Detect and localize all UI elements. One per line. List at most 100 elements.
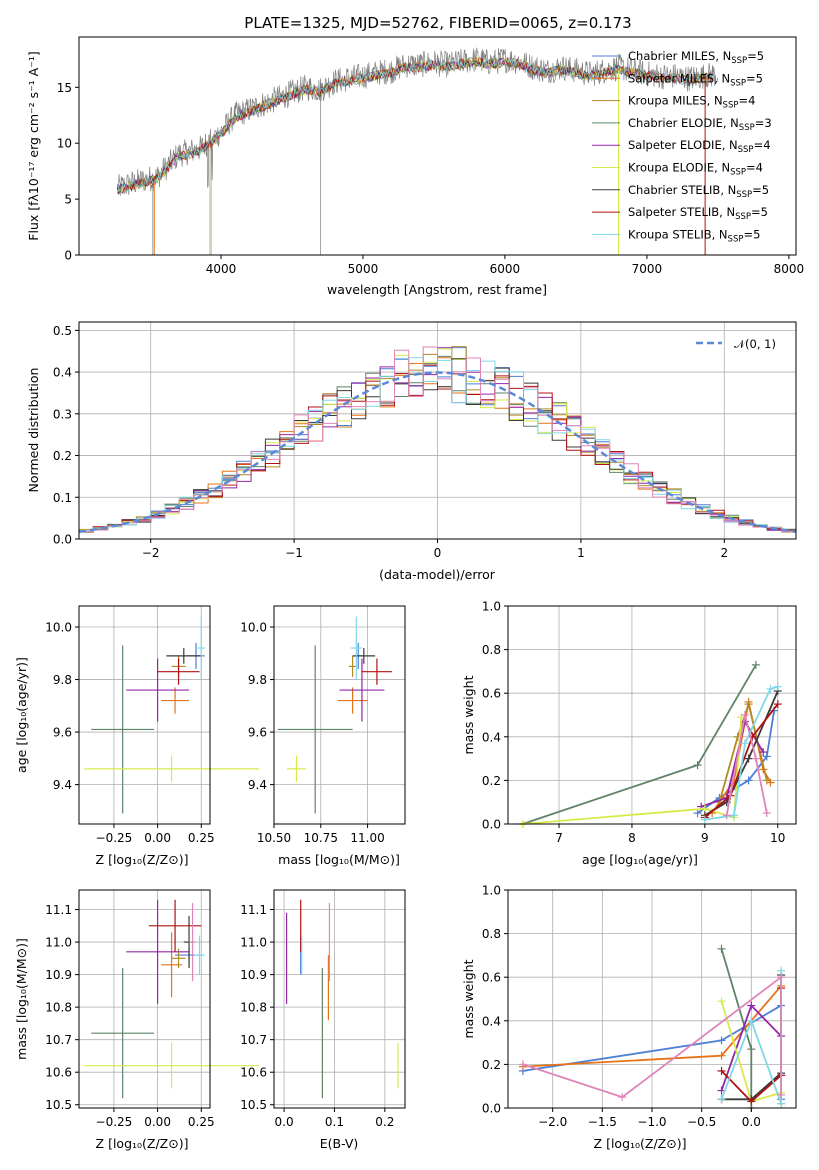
legend-label-main: Kroupa STELIB, N: [628, 227, 728, 241]
model-spectrum-line: [116, 57, 712, 195]
x-tick-label: 8000: [774, 262, 805, 276]
y-tick-label: 0.5: [53, 324, 72, 338]
spectrum-plot-frame: [78, 36, 797, 256]
mass-weight-line: [725, 714, 768, 816]
weight-vs-metallicity-ticks: −2.0 −1.5 −1.0 −0.5 0.0 0.0 0.2 0.4 0.6 0.8 1.0: [482, 884, 761, 1130]
normal-distribution-curve: [78, 371, 797, 533]
y-tick-label: 0.6: [482, 971, 501, 985]
legend-label-subscript: SSP: [738, 145, 754, 155]
residuals-y-axis-label: Normed distribution: [26, 368, 41, 493]
model-spectrum-line: [116, 58, 712, 194]
legend-label-main: Salpeter MILES, N: [628, 71, 730, 85]
x-tick-label: 7: [555, 831, 563, 845]
y-tick-label: 10.9: [240, 968, 267, 982]
y-tick-label: 0.4: [53, 366, 72, 380]
spectrum-lines: [116, 47, 718, 255]
y-tick-label: 11.0: [240, 936, 267, 950]
residuals-ticks: −2 −1 0 1 2 0.0 0.1 0.2 0.3 0.4 0.5: [53, 324, 728, 560]
legend-label-tail: =5: [747, 49, 764, 63]
legend-label-subscript: SSP: [739, 123, 755, 133]
age-vs-metallicity-points: [84, 616, 259, 814]
model-spectrum-line: [117, 56, 712, 194]
legend-label-tail: =4: [738, 94, 755, 108]
age-vs-metallicity-ticks: −0.25 0.00 0.25 9.4 9.6 9.8 10.0: [45, 621, 214, 845]
x-tick-label: 0.00: [144, 831, 171, 845]
mass-vs-extinction-points: [285, 899, 399, 1099]
age-vs-metallicity-panel: −0.25 0.00 0.25 9.4 9.6 9.8 10.0 Z [log₁₀(Z/Z⊙…: [14, 605, 259, 867]
y-tick-label: 10.0: [240, 621, 267, 635]
legend-label: Kroupa STELIB, NSSP=5: [628, 227, 760, 244]
weight-vs-age-ticks: 7 8 9 10 0.0 0.2 0.4 0.6 0.8 1.0: [482, 600, 786, 846]
x-tick-label: 6000: [490, 262, 521, 276]
age-vs-metallicity-frame: [78, 605, 211, 825]
legend-label-subscript: SSP: [735, 212, 751, 222]
residuals-panel: −2 −1 0 1 2 0.0 0.1 0.2 0.3 0.4 0.5 (data-model)/e…: [26, 321, 797, 582]
spectrum-x-axis-label: wavelength [Angstrom, rest frame]: [327, 282, 547, 297]
y-tick-label: 10.6: [240, 1066, 267, 1080]
y-tick-label: 0.1: [53, 491, 72, 505]
y-tick-label: 0.2: [482, 1058, 501, 1072]
x-tick-label: 0.25: [188, 831, 215, 845]
x-tick-label: −2: [142, 546, 160, 560]
x-tick-label: 1: [577, 546, 585, 560]
y-tick-label: 11.1: [240, 903, 267, 917]
legend-label-subscript: SSP: [730, 168, 746, 178]
x-tick-label: 0.2: [375, 1115, 394, 1129]
legend-label-main: Kroupa ELODIE, N: [628, 161, 730, 175]
y-tick-label: 10.6: [45, 1066, 72, 1080]
legend-label-subscript: SSP: [731, 56, 747, 66]
y-tick-label: 10.5: [240, 1098, 267, 1112]
spectrum-ticks: 4000 5000 6000 7000 8000 0 5 10 15: [57, 81, 804, 276]
x-tick-label: −1: [285, 546, 303, 560]
legend-label-tail: =5: [743, 227, 760, 241]
legend-label-tail: =3: [755, 116, 772, 130]
y-tick-label: 10.5: [45, 1098, 72, 1112]
residuals-legend: 𝒩(0, 1): [696, 337, 776, 351]
model-spectrum-line: [117, 57, 712, 195]
x-tick-label: −0.25: [96, 831, 133, 845]
legend-label: Chabrier ELODIE, NSSP=3: [628, 116, 772, 133]
y-tick-label: 15: [57, 81, 72, 95]
legend-label-tail: =4: [754, 138, 771, 152]
mass-vs-extinction-ticks: 0.0 0.1 0.2 10.5 10.6 10.7 10.8 10.9 11.0 11.1: [240, 903, 394, 1129]
mass-vs-extinction-gridlines: [274, 890, 405, 1108]
x-tick-label: 0.1: [325, 1115, 344, 1129]
legend-label-subscript: SSP: [736, 190, 752, 200]
mass-vs-metallicity-panel: −0.25 0.00 0.25 10.5 10.6 10.7 10.8 10.9 11.0 11.…: [14, 889, 259, 1151]
x-tick-label: 5000: [348, 262, 379, 276]
weight-vs-metallicity-panel: −2.0 −1.5 −1.0 −0.5 0.0 0.0 0.2 0.4 0.6 0.8 1.0 Z …: [461, 884, 797, 1151]
weight-vs-age-frame: [507, 605, 797, 825]
age-vs-metallicity-gridlines: [79, 606, 210, 824]
y-tick-label: 9.4: [53, 778, 72, 792]
y-tick-label: 10.8: [45, 1001, 72, 1015]
mass-vs-extinction-frame: [273, 889, 406, 1109]
age-vs-mass-points: [277, 616, 392, 814]
x-tick-label: 0: [434, 546, 442, 560]
y-tick-label: 9.4: [248, 778, 267, 792]
mass-vs-metallicity-x-label: Z [log₁₀(Z/Z⊙)]: [96, 1136, 189, 1151]
legend-label-tail: =5: [752, 183, 769, 197]
legend-label: Chabrier MILES, NSSP=5: [628, 49, 764, 66]
weight-vs-age-gridlines: [508, 605, 796, 825]
y-tick-label: 0.8: [482, 927, 501, 941]
legend-label: Kroupa MILES, NSSP=4: [628, 94, 755, 111]
legend-label: Salpeter STELIB, NSSP=5: [628, 205, 768, 222]
legend-label: Salpeter MILES, NSSP=5: [628, 71, 763, 88]
model-spectrum-line: [116, 57, 712, 192]
y-tick-label: 10.7: [45, 1033, 72, 1047]
spectrum-y-axis-label: Flux [fλ10⁻¹⁷ erg cm⁻² s⁻¹ A⁻¹]: [26, 51, 41, 240]
legend-label-main: Chabrier ELODIE, N: [628, 116, 739, 130]
y-tick-label: 11.0: [45, 936, 72, 950]
mass-vs-metallicity-gridlines: [79, 890, 210, 1108]
y-tick-label: 0.4: [482, 730, 501, 744]
x-tick-label: 2: [720, 546, 728, 560]
legend-label-tail: =5: [751, 205, 768, 219]
x-tick-label: 10.50: [257, 831, 291, 845]
y-tick-label: 9.8: [53, 673, 72, 687]
y-tick-label: 1.0: [482, 884, 501, 898]
y-tick-label: 10.9: [45, 968, 72, 982]
x-tick-label: −1.0: [637, 1115, 666, 1129]
mass-vs-metallicity-ticks: −0.25 0.00 0.25 10.5 10.6 10.7 10.8 10.9 11.0 11.…: [45, 903, 214, 1129]
mass-vs-metallicity-frame: [78, 889, 211, 1109]
